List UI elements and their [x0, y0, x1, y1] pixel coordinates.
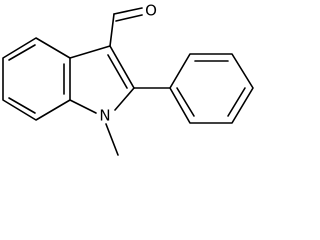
double-bond — [113, 7, 143, 15]
double-bond — [227, 87, 246, 117]
double-bond — [8, 97, 36, 114]
page: O N (() => { const data = JSON.parse(doc… — [2, 1, 254, 156]
double-bond — [115, 14, 143, 22]
structure: O N — [2, 2, 254, 156]
double-bond — [8, 44, 36, 61]
bond — [114, 87, 135, 111]
bond — [109, 45, 135, 89]
double-bond — [176, 87, 195, 117]
phenyl-ring — [169, 53, 254, 124]
bond — [69, 99, 97, 114]
atom-label: O — [145, 2, 157, 20]
double-bond — [107, 54, 128, 89]
atom-label: N — [99, 107, 110, 125]
bond — [69, 45, 111, 59]
benzo-ring — [2, 37, 71, 121]
methyl-bond — [105, 123, 119, 156]
bond — [109, 13, 115, 47]
